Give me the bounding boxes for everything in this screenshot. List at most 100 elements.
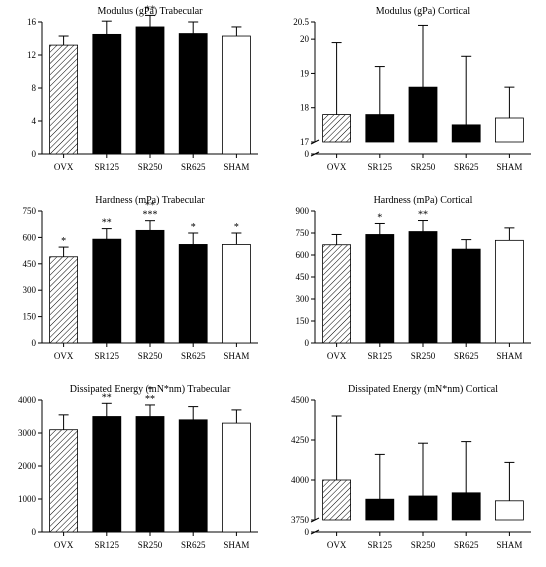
panel-mod-cort: Modulus (gPa) Cortical 0 17 18 19 20 20.5 OVX SR…	[273, 0, 546, 189]
bar	[366, 115, 394, 142]
bar	[495, 501, 523, 520]
y-tick-label: 1000	[18, 494, 37, 504]
y-tick-label: 450	[296, 272, 310, 282]
y-tick-label: 600	[23, 232, 37, 242]
x-tick-label: SR625	[454, 351, 479, 361]
significance-star: *	[234, 222, 239, 233]
y-tick-label: 3750	[291, 515, 310, 525]
panel-hard-trab: Hardness (mPa) Trabecular015030045060075…	[0, 189, 273, 378]
y-tick-label: 17	[300, 137, 310, 147]
x-tick-label: SHAM	[223, 540, 249, 550]
bar	[323, 245, 351, 343]
x-tick-label: SR250	[138, 540, 163, 550]
x-tick-label: SHAM	[496, 162, 522, 172]
bar	[452, 125, 480, 142]
x-tick-label: SR125	[368, 540, 393, 550]
x-tick-label: OVX	[327, 162, 347, 172]
y-tick-label: 2000	[18, 461, 37, 471]
y-tick-label: 19	[300, 68, 310, 78]
bar	[323, 115, 351, 142]
panel-mod-trab: Modulus (gPa) Trabecular0481216OVXSR125*…	[0, 0, 273, 189]
y-tick-label: 750	[23, 206, 37, 216]
y-tick-label: 300	[296, 294, 310, 304]
bar	[136, 417, 164, 533]
y-tick-label: 8	[32, 83, 37, 93]
x-tick-label: SR250	[138, 351, 163, 361]
significance-star: *	[148, 385, 153, 396]
x-tick-label: SR250	[138, 162, 163, 172]
x-tick-label: OVX	[54, 351, 74, 361]
significance-star: **	[145, 4, 155, 15]
y-tick-label: 18	[300, 103, 310, 113]
y-tick-label: 600	[296, 250, 310, 260]
bar	[452, 493, 480, 520]
significance-star: **	[418, 210, 428, 221]
bar	[409, 87, 437, 142]
y-tick-label: 900	[296, 206, 310, 216]
y-tick-label: 0	[305, 149, 310, 159]
y-tick-label: 0	[32, 149, 37, 159]
x-tick-label: SR125	[95, 351, 120, 361]
y-tick-label: 12	[27, 50, 36, 60]
bar	[93, 239, 121, 343]
panel-de-cort: Dissipated Energy (mN*nm) Cortical037504…	[273, 378, 546, 567]
x-tick-label: SR625	[181, 351, 206, 361]
chart-title: Modulus (gPa) Cortical	[376, 6, 471, 17]
x-tick-label: SR625	[181, 162, 206, 172]
y-tick-label: 0	[32, 338, 37, 348]
y-tick-label: 0	[305, 338, 310, 348]
significance-star: *	[377, 212, 382, 223]
panel-de-trab: Dissipated Energy (mN*nm) Trabecular0100…	[0, 378, 273, 567]
y-tick-label: 4000	[18, 395, 37, 405]
y-tick-label: 300	[23, 285, 37, 295]
significance-star: **	[102, 392, 112, 403]
y-tick-label: 16	[27, 17, 37, 27]
y-tick-label: 20	[300, 34, 310, 44]
x-tick-label: OVX	[327, 351, 347, 361]
y-tick-label: 750	[296, 228, 310, 238]
x-tick-label: SR125	[95, 162, 120, 172]
x-tick-label: SR250	[411, 162, 436, 172]
panel-hard-cort: Hardness (mPa) Cortical01503004506007509…	[273, 189, 546, 378]
significance-star: *	[61, 236, 66, 247]
x-tick-label: SR625	[181, 540, 206, 550]
chart-title: Hardness (mPa) Cortical	[374, 195, 473, 206]
bar	[50, 430, 78, 532]
bar	[222, 36, 250, 154]
x-tick-label: SR250	[411, 540, 436, 550]
bar	[366, 234, 394, 343]
bar	[495, 118, 523, 142]
x-tick-label: OVX	[327, 540, 347, 550]
bar	[495, 240, 523, 343]
bar	[366, 499, 394, 520]
y-tick-label: 4500	[291, 395, 310, 405]
x-tick-label: SR625	[454, 162, 479, 172]
bar	[323, 480, 351, 520]
bar	[222, 244, 250, 343]
bar	[179, 244, 207, 343]
y-tick-label: 3000	[18, 428, 37, 438]
bar	[179, 420, 207, 532]
x-tick-label: SR625	[454, 540, 479, 550]
y-tick-label: 20.5	[293, 17, 309, 27]
y-tick-label: 0	[32, 527, 37, 537]
y-tick-label: 4250	[291, 435, 310, 445]
bar	[50, 45, 78, 154]
y-tick-label: 4	[32, 116, 37, 126]
x-tick-label: SR125	[368, 162, 393, 172]
bar	[409, 496, 437, 520]
bar	[136, 27, 164, 154]
bar	[222, 423, 250, 532]
bar	[452, 249, 480, 343]
x-tick-label: SHAM	[223, 351, 249, 361]
y-tick-label: 450	[23, 259, 37, 269]
x-tick-label: SR125	[95, 540, 120, 550]
significance-star: **	[145, 201, 155, 212]
x-tick-label: SR125	[368, 351, 393, 361]
x-tick-label: OVX	[54, 162, 74, 172]
y-tick-label: 4000	[291, 475, 310, 485]
bar	[50, 257, 78, 343]
y-tick-label: 150	[23, 312, 37, 322]
x-tick-label: SHAM	[496, 351, 522, 361]
x-tick-label: SHAM	[223, 162, 249, 172]
